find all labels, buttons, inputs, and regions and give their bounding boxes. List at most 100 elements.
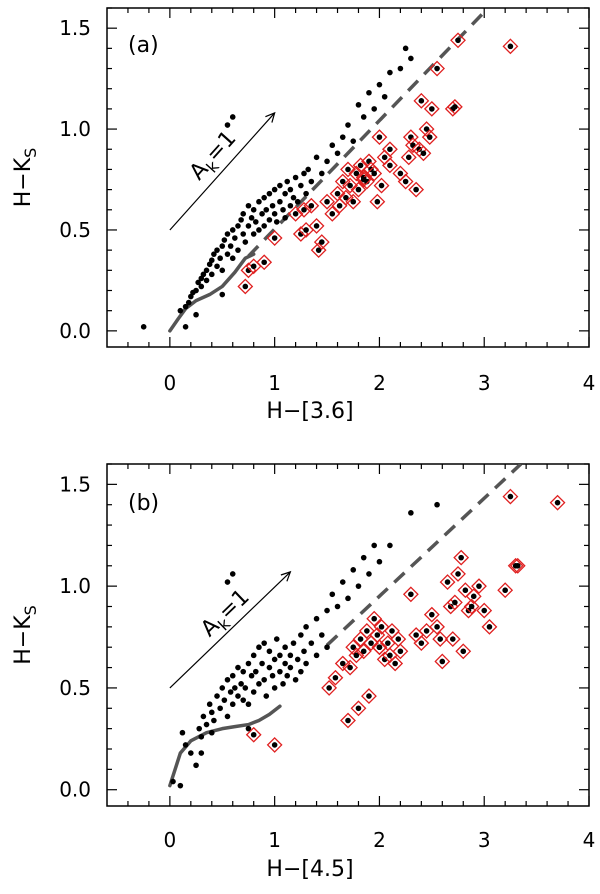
plot-frame bbox=[106, 7, 590, 348]
star-point bbox=[240, 211, 247, 217]
excess-diamond bbox=[497, 582, 514, 599]
excess-star-point bbox=[364, 628, 370, 634]
star-point bbox=[408, 510, 414, 516]
extinction-label: Ak=1 bbox=[196, 585, 257, 645]
excess-diamond bbox=[237, 278, 254, 295]
intrinsic-locus bbox=[168, 252, 256, 333]
plot-frame bbox=[106, 463, 590, 807]
excess-diamond bbox=[405, 137, 421, 154]
excess-star-point bbox=[368, 640, 374, 646]
excess-star-point bbox=[385, 640, 391, 646]
star-point bbox=[263, 206, 270, 213]
star-point bbox=[238, 217, 244, 223]
excess-diamond bbox=[342, 659, 359, 676]
star-point bbox=[376, 558, 383, 565]
excess-diamond bbox=[392, 643, 409, 660]
star-point bbox=[324, 158, 330, 165]
star-point bbox=[198, 283, 205, 290]
excess-star-point bbox=[353, 652, 360, 659]
excess-diamond bbox=[308, 218, 325, 234]
excess-star-point bbox=[347, 664, 353, 671]
excess-diamond bbox=[256, 254, 273, 271]
star-point bbox=[256, 198, 262, 205]
y-tick-label: 0.0 bbox=[59, 319, 91, 343]
star-point bbox=[271, 656, 278, 663]
star-point bbox=[250, 231, 257, 237]
excess-diamond bbox=[303, 197, 320, 214]
star-point bbox=[252, 219, 259, 225]
star-point bbox=[185, 299, 192, 306]
star-point bbox=[324, 607, 330, 614]
excess-star-point bbox=[447, 603, 454, 610]
excess-diamond bbox=[296, 201, 312, 218]
excess-star-point bbox=[444, 579, 451, 585]
excess-star-point bbox=[462, 587, 469, 594]
star-point bbox=[397, 65, 404, 72]
star-point bbox=[303, 190, 309, 197]
excess-star-point bbox=[481, 607, 488, 614]
excess-diamond bbox=[340, 712, 356, 729]
excess-diamond bbox=[429, 618, 445, 635]
star-point bbox=[245, 725, 252, 732]
plot-area bbox=[168, 464, 566, 789]
excess-star-point bbox=[308, 202, 315, 209]
star-point bbox=[195, 279, 201, 286]
star-point bbox=[203, 267, 210, 274]
star-point bbox=[282, 660, 288, 667]
star-point bbox=[208, 729, 215, 736]
star-point bbox=[250, 689, 257, 695]
star-point bbox=[217, 255, 223, 262]
excess-star-point bbox=[429, 611, 435, 618]
excess-star-point bbox=[378, 182, 385, 189]
star-point bbox=[250, 206, 257, 213]
excess-diamond bbox=[345, 639, 362, 656]
excess-diamond bbox=[450, 566, 466, 582]
excess-diamond bbox=[418, 121, 435, 137]
star-point bbox=[232, 235, 238, 241]
excess-star-point bbox=[449, 636, 456, 642]
excess-star-point bbox=[434, 65, 440, 72]
excess-star-point bbox=[507, 43, 514, 50]
excess-star-point bbox=[554, 499, 561, 506]
excess-star-point bbox=[460, 648, 467, 655]
excess-star-point bbox=[355, 705, 362, 712]
y-axis-label-sub: S bbox=[21, 605, 40, 615]
star-point bbox=[355, 102, 362, 108]
star-point bbox=[256, 227, 262, 233]
star-point bbox=[193, 311, 199, 318]
excess-diamond bbox=[457, 582, 474, 599]
y-axis-label: H−KS bbox=[11, 148, 40, 208]
excess-star-point bbox=[376, 644, 383, 651]
star-point bbox=[235, 247, 241, 253]
excess-diamond bbox=[321, 680, 338, 696]
star-point bbox=[200, 271, 207, 278]
excess-star-point bbox=[413, 632, 419, 638]
excess-diamond bbox=[434, 653, 451, 670]
star-point bbox=[282, 190, 288, 197]
excess-diamond bbox=[334, 655, 351, 672]
excess-star-point bbox=[355, 186, 362, 193]
star-point bbox=[266, 664, 273, 671]
excess-diamond bbox=[266, 737, 283, 753]
excess-diamond bbox=[337, 189, 354, 206]
star-point bbox=[248, 215, 255, 221]
excess-star-point bbox=[455, 571, 461, 577]
excess-diamond bbox=[371, 129, 388, 146]
star-point bbox=[287, 664, 294, 671]
y-axis-label-main: H−K bbox=[11, 615, 36, 665]
star-point bbox=[266, 217, 273, 223]
excess-diamond bbox=[413, 635, 430, 652]
excess-star-point bbox=[434, 624, 440, 630]
star-point bbox=[329, 591, 336, 598]
panel-b: 0 1 2 3 4 0.0 0.5 1.0 1.5 H−[4.5] H−KS (b) Ak=1 bbox=[11, 463, 595, 882]
excess-diamond bbox=[444, 631, 461, 647]
excess-diamond bbox=[334, 173, 351, 190]
star-point bbox=[301, 648, 307, 655]
excess-star-point bbox=[468, 603, 475, 610]
star-point bbox=[227, 689, 234, 695]
excess-star-point bbox=[250, 731, 257, 738]
star-point bbox=[221, 237, 228, 243]
star-point bbox=[305, 166, 311, 173]
star-point bbox=[240, 231, 247, 237]
